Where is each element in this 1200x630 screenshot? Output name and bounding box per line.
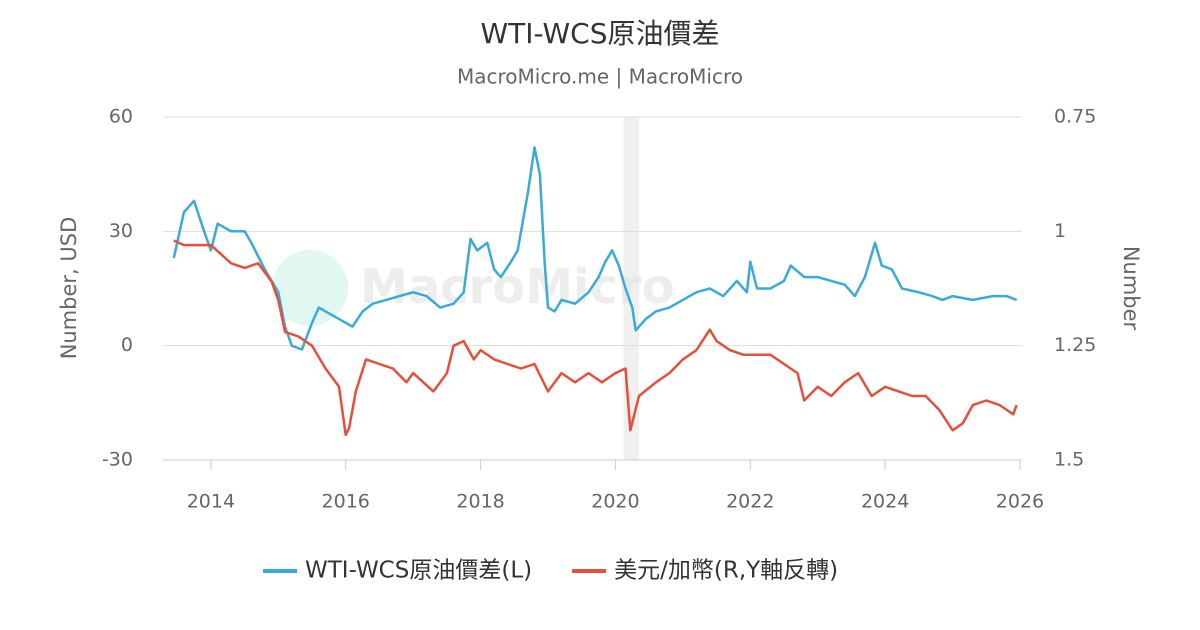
x-tick-label: 2026 xyxy=(996,491,1044,513)
chart-subtitle: MacroMicro.me | MacroMicro xyxy=(457,65,743,89)
x-tick-label: 2022 xyxy=(726,491,774,513)
y-tick-label: 60 xyxy=(109,106,133,128)
legend: WTI-WCS原油價差(L) 美元/加幣(R,Y軸反轉) xyxy=(263,558,838,584)
shaded-region xyxy=(623,117,640,460)
x-tick-label: 2020 xyxy=(591,491,639,513)
y2-tick-label: 1 xyxy=(1054,220,1066,242)
x-tick-label: 2016 xyxy=(322,491,370,513)
x-tick-label: 2024 xyxy=(861,491,909,513)
watermark: MacroMicro xyxy=(360,259,675,315)
y2-axis-label: Number xyxy=(1119,246,1143,331)
y-tick-label: 0 xyxy=(121,334,133,356)
y-tick-label: -30 xyxy=(102,449,133,471)
x-tick-label: 2018 xyxy=(456,491,504,513)
x-tick-label: 2014 xyxy=(187,491,235,513)
y2-tick-label: 1.25 xyxy=(1054,334,1096,356)
y2-tick-label: 1.5 xyxy=(1054,449,1084,471)
y2-tick-label: 0.75 xyxy=(1054,106,1096,128)
chart-title: WTI-WCS原油價差 xyxy=(480,17,719,50)
legend-label: 美元/加幣(R,Y軸反轉) xyxy=(614,558,838,584)
series-line xyxy=(172,146,1018,351)
watermark-logo xyxy=(272,250,348,326)
y-axis-label: Number, USD xyxy=(57,217,81,360)
legend-label: WTI-WCS原油價差(L) xyxy=(305,558,532,584)
series-line xyxy=(173,239,1018,437)
y-tick-label: 30 xyxy=(109,220,133,242)
